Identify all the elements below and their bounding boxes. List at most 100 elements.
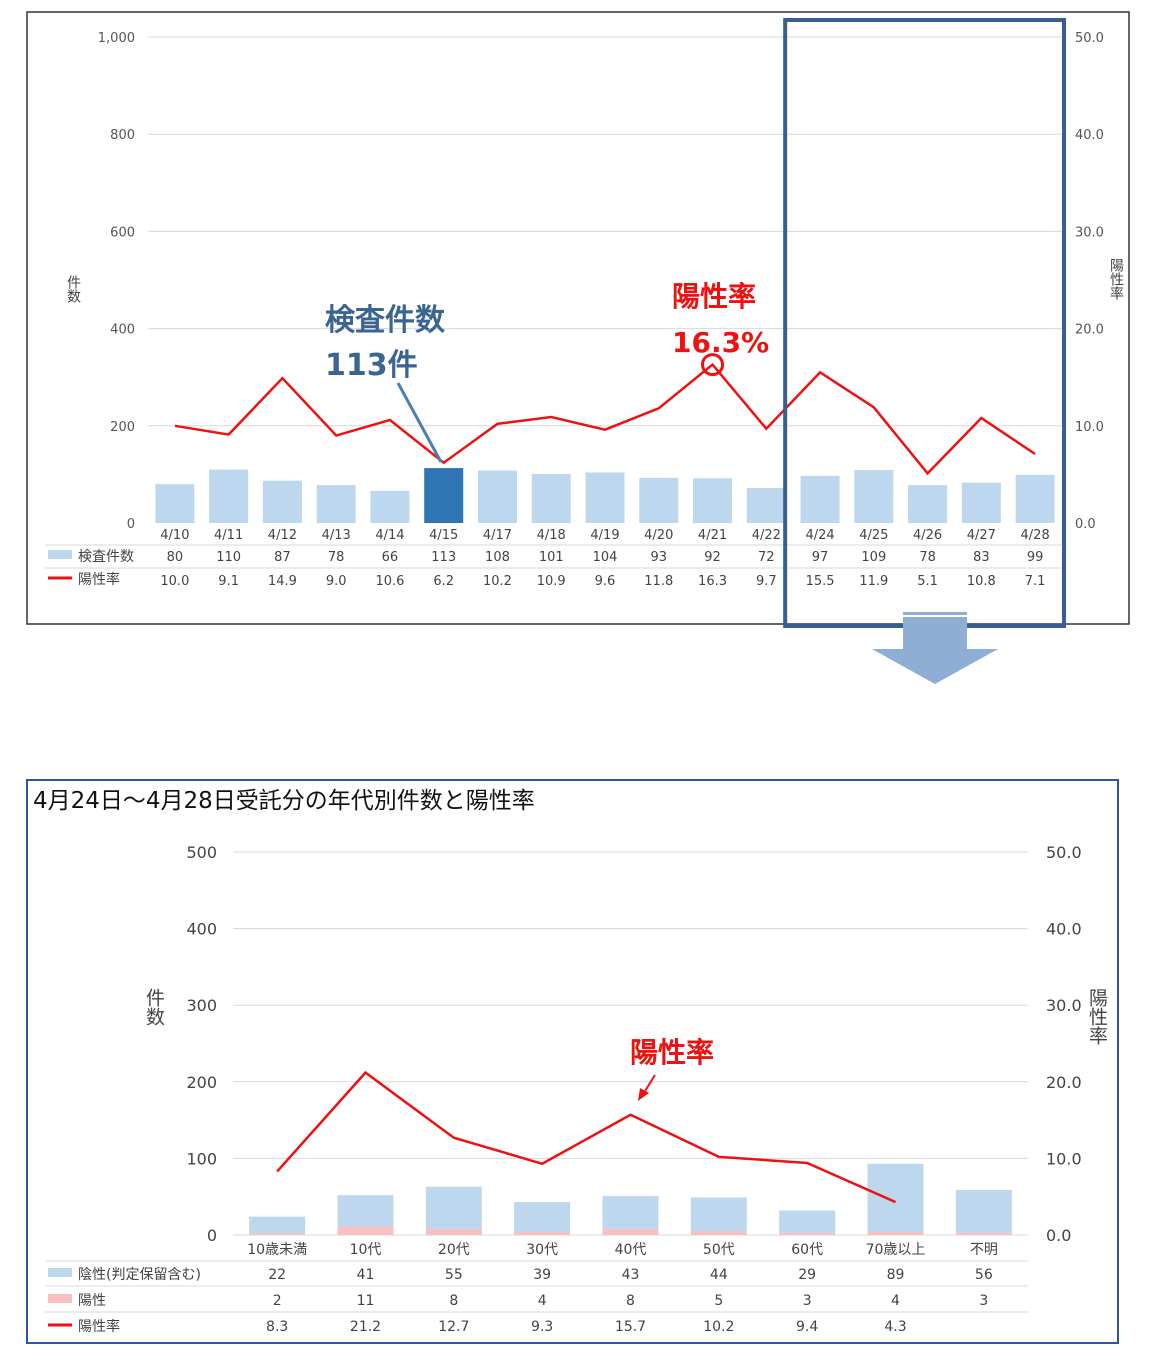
rate-value-cell: 9.7 [756,574,777,589]
peak-rate-marker [701,353,725,377]
positive-value-cell: 8 [449,1293,458,1309]
positive-bar [602,1228,659,1235]
negative-bar [602,1195,659,1229]
y2-tick-label: 30.0 [1046,996,1082,1015]
positive-bar [779,1232,836,1235]
negative-value-cell: 29 [798,1267,816,1283]
count-bar [370,490,410,523]
count-annotation-value: 113件 [325,348,418,383]
y-tick-label: 1,000 [98,31,135,46]
count-bar [209,469,249,523]
positive-value-cell: 5 [714,1293,723,1309]
legend-negative-swatch [48,1268,72,1277]
rate-value-cell: 9.1 [218,574,239,589]
bottom-chart-title: 4月24日～4月28日受託分の年代別件数と陽性率 [33,788,535,814]
y-axis-label: 件数 [65,275,81,303]
y2-axis-label-bottom: 陽性率 [1086,988,1108,1045]
rate-annotation-label: 陽性率 [672,280,756,313]
rate-value-cell: 6.2 [433,574,454,589]
legend-positive-swatch [48,1294,72,1303]
count-bar [854,470,894,523]
count-bar [746,488,786,523]
negative-value-cell: 44 [710,1267,728,1283]
age-category-label: 10代 [350,1242,382,1258]
y-tick-label: 800 [110,128,135,143]
positive-value-cell: 11 [357,1293,375,1309]
y2-tick-label: 40.0 [1075,128,1104,143]
positive-value-cell: 4 [891,1293,900,1309]
y-tick-label: 500 [186,843,217,862]
age-category-label: 70歳以上 [866,1242,926,1258]
rate-value-cell: 5.1 [917,574,938,589]
down-arrow-icon [872,612,998,684]
age-category-label: 60代 [791,1242,823,1258]
y-tick-label: 300 [186,996,217,1015]
category-label: 4/19 [590,528,619,543]
count-bar [800,475,840,523]
negative-bar [779,1210,836,1233]
positive-value-cell: 2 [273,1293,282,1309]
count-value-cell: 101 [539,550,564,565]
age-group-chart: 4月24日～4月28日受託分の年代別件数と陽性率 010020030040050… [26,779,1119,1344]
rate-value-cell: 11.9 [859,574,888,589]
rate-value-cell: 16.3 [698,574,727,589]
bottom-chart-frame [26,779,1119,1344]
rate-value-cell: 14.9 [268,574,297,589]
count-value-cell: 97 [812,550,829,565]
y2-tick-label: 50.0 [1075,31,1104,46]
rate-value-cell: 10.2 [483,574,512,589]
count-value-cell: 104 [593,550,618,565]
negative-value-cell: 39 [533,1267,551,1283]
y2-tick-label: 20.0 [1075,323,1104,338]
legend-rate-label: 陽性率 [78,1318,120,1335]
count-value-cell: 78 [328,550,345,565]
rate-value-cell: 9.4 [796,1319,818,1335]
count-value-cell: 78 [919,550,936,565]
y2-tick-label: 30.0 [1075,225,1104,240]
category-label: 4/18 [537,528,566,543]
category-label: 4/13 [322,528,351,543]
y-axis-label-bottom: 件数 [143,988,165,1026]
age-category-label: 不明 [970,1242,998,1258]
count-bar [155,484,195,523]
count-bar [961,482,1001,523]
category-label: 4/24 [805,528,834,543]
count-annotation-label: 検査件数 [325,303,446,338]
count-annotation-pointer [396,382,443,463]
y2-tick-label: 0.0 [1075,517,1096,532]
age-category-label: 50代 [703,1242,735,1258]
age-category-label: 30代 [526,1242,558,1258]
y-tick-label: 200 [186,1073,217,1092]
count-bar [477,470,517,523]
negative-bar [425,1186,482,1229]
rate-value-cell: 10.6 [375,574,404,589]
age-rate-annotation-arrowhead [638,1088,649,1101]
count-value-cell: 92 [704,550,721,565]
negative-bar [867,1163,924,1232]
legend-count-label: 検査件数 [78,549,134,565]
count-value-cell: 66 [382,550,399,565]
negative-bar [514,1202,571,1232]
count-value-cell: 72 [758,550,775,565]
rate-value-cell: 21.2 [350,1319,381,1335]
rate-value-cell: 8.3 [266,1319,288,1335]
category-label: 4/28 [1021,528,1050,543]
y2-tick-label: 10.0 [1046,1149,1082,1168]
count-value-cell: 83 [973,550,990,565]
positive-bar [249,1233,306,1235]
positive-value-cell: 4 [538,1293,547,1309]
positive-bar [867,1231,924,1235]
count-bar [908,485,948,523]
count-value-cell: 113 [431,550,456,565]
count-bar [1015,474,1055,523]
rate-value-cell: 12.7 [438,1319,469,1335]
rate-value-cell: 9.0 [326,574,347,589]
category-label: 4/21 [698,528,727,543]
count-bar [424,468,464,523]
y2-axis-label: 陽性率 [1108,258,1124,300]
age-category-label: 40代 [615,1242,647,1258]
positive-bar [955,1232,1012,1235]
positive-bar [514,1231,571,1235]
daily-tests-chart: 0 200 400 600 800 1,000 0.0 10.0 20.0 30.0 40.0 50… [26,11,1130,684]
top-chart-frame [26,11,1130,625]
